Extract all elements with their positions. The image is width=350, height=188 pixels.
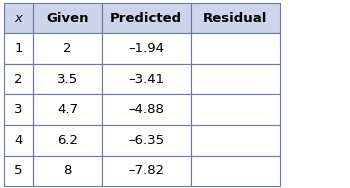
Bar xyxy=(4,3,33,33)
Bar xyxy=(191,125,280,156)
Bar xyxy=(191,95,280,125)
Bar xyxy=(33,125,101,156)
Bar xyxy=(4,95,33,125)
Text: 3: 3 xyxy=(14,103,23,116)
Bar xyxy=(102,64,191,94)
Bar xyxy=(33,64,101,94)
Text: 4: 4 xyxy=(14,134,22,147)
Bar xyxy=(191,64,280,94)
Bar xyxy=(33,33,101,64)
Text: 3.5: 3.5 xyxy=(57,73,78,86)
Text: 6.2: 6.2 xyxy=(57,134,78,147)
Bar xyxy=(191,156,280,186)
Bar xyxy=(4,33,33,64)
Text: –6.35: –6.35 xyxy=(128,134,164,147)
Bar xyxy=(102,156,191,186)
Text: 2: 2 xyxy=(14,73,23,86)
Bar xyxy=(4,64,33,94)
Text: –4.88: –4.88 xyxy=(128,103,164,116)
Bar xyxy=(33,156,101,186)
Bar xyxy=(33,95,101,125)
Text: 4.7: 4.7 xyxy=(57,103,78,116)
Text: 5: 5 xyxy=(14,164,23,177)
Bar xyxy=(102,3,191,33)
Text: 1: 1 xyxy=(14,42,23,55)
Text: x: x xyxy=(14,12,22,25)
Text: 8: 8 xyxy=(63,164,71,177)
Bar xyxy=(102,125,191,156)
Bar xyxy=(191,33,280,64)
Text: Given: Given xyxy=(46,12,89,25)
Text: –3.41: –3.41 xyxy=(128,73,164,86)
Text: –1.94: –1.94 xyxy=(128,42,164,55)
Bar xyxy=(191,3,280,33)
Bar xyxy=(4,156,33,186)
Text: Predicted: Predicted xyxy=(110,12,182,25)
Text: 2: 2 xyxy=(63,42,72,55)
Bar xyxy=(102,95,191,125)
Bar xyxy=(33,3,101,33)
Bar xyxy=(4,125,33,156)
Text: –7.82: –7.82 xyxy=(128,164,164,177)
Bar xyxy=(102,33,191,64)
Text: Residual: Residual xyxy=(203,12,267,25)
